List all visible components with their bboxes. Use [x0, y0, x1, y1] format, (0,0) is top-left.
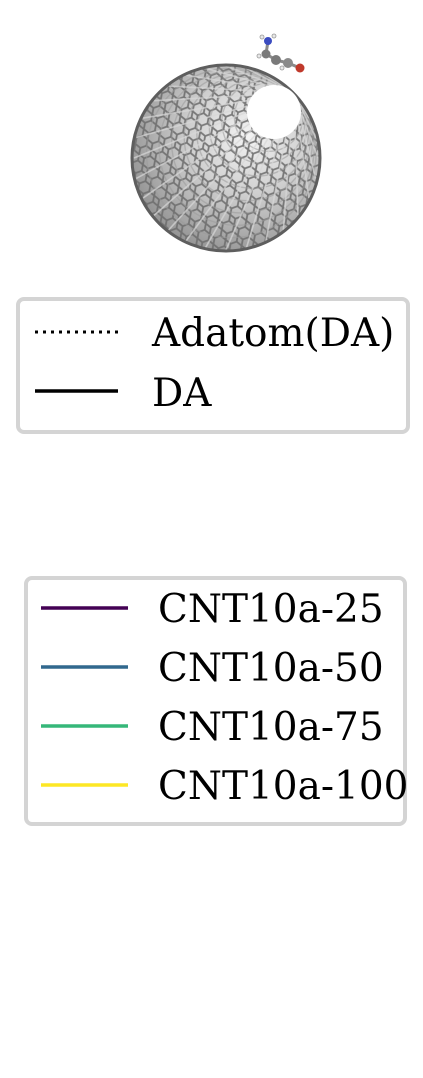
legend-label-cnt10a-25: CNT10a-25	[158, 587, 384, 632]
legend-label-cnt10a-75: CNT10a-75	[158, 705, 384, 750]
legend-label-adatom-da: Adatom(DA)	[151, 311, 394, 356]
nanotube-wall-line	[294, 128, 299, 216]
nanotube-wall-line	[204, 137, 269, 249]
legend-label-cnt10a-50: CNT10a-50	[158, 646, 384, 691]
nanotube-wall-line	[265, 74, 287, 89]
oxygen-atom	[295, 63, 305, 73]
nanotube-wall-line	[136, 105, 248, 139]
nanotube-wall-line	[299, 105, 317, 138]
series-legend: CNT10a-25 CNT10a-50 CNT10a-75 CNT10a-100	[24, 576, 408, 826]
nanotube-wall-line	[225, 65, 275, 86]
legend-label-da: DA	[152, 371, 212, 416]
nanotube-wall-line	[168, 132, 258, 231]
nanotube-wall-line	[282, 133, 292, 230]
nanotube-wall-line	[299, 117, 317, 179]
nanotube-wall-line	[154, 94, 253, 102]
nanotube-rim	[130, 63, 322, 253]
nanotube-wall-line	[297, 123, 310, 199]
nanotube-wall-line	[168, 85, 258, 92]
nanotube-wall-line	[245, 138, 281, 248]
nanotube-wall-line	[185, 74, 263, 89]
nanotube-wall-line	[153, 128, 254, 216]
nanotube-wall-line	[265, 136, 287, 242]
molecule-image	[256, 33, 305, 73]
nanotube-wall-line	[300, 111, 319, 159]
nanotube-inner-rings	[133, 65, 319, 251]
nanotube-wall-line	[142, 123, 251, 199]
nanotube-wall-line	[142, 99, 250, 119]
nitrogen-atom	[264, 37, 272, 45]
legend-label-cnt10a-100: CNT10a-100	[158, 764, 408, 809]
nanotube-wall-line	[225, 138, 275, 251]
nanotube-wall-line	[133, 111, 248, 159]
nanotube-wall-line	[246, 67, 281, 87]
nanotube-wall-line	[185, 135, 263, 242]
nanotube-opening	[247, 85, 301, 139]
nanotube-image	[130, 63, 322, 253]
nanotube-wall-line	[205, 67, 269, 87]
nanotube-wall-line	[135, 117, 249, 180]
nanotube-wall-line	[297, 99, 310, 119]
linestyle-legend: Adatom(DA) DA	[16, 297, 410, 434]
series-legend-box	[24, 576, 407, 826]
